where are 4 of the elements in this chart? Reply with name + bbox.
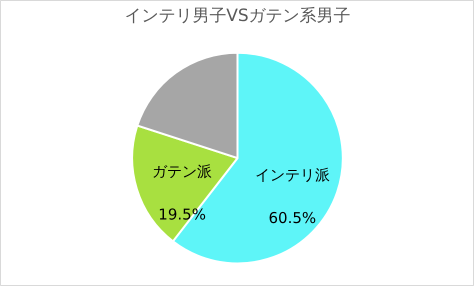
chart-title: インテリ男子VSガテン系男子 — [124, 6, 351, 26]
data-label: 60.5% — [268, 209, 316, 228]
slice-label: ガテン派 — [152, 162, 212, 181]
slice-label: インテリ派 — [254, 166, 330, 184]
